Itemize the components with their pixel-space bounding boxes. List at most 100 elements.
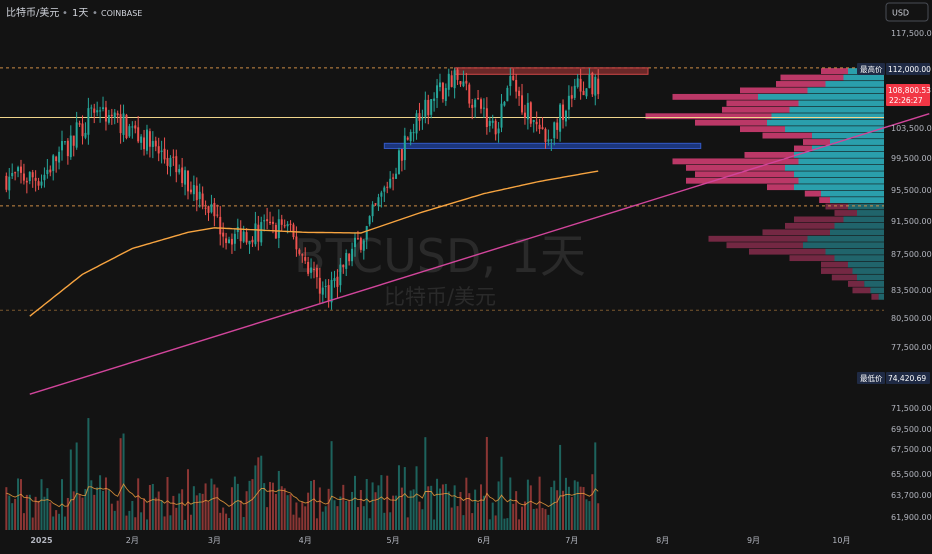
- volume-bar: [28, 494, 31, 530]
- volume-bar: [134, 517, 137, 530]
- time-tick-label[interactable]: 9月: [747, 536, 760, 545]
- candle-body: [506, 87, 509, 102]
- volume-profile-up-bar: [834, 255, 884, 262]
- volume-bar: [8, 495, 11, 530]
- volume-bar: [248, 480, 251, 530]
- volume-bar: [515, 491, 518, 530]
- candle-body: [365, 226, 368, 240]
- volume-bar: [477, 502, 480, 530]
- time-tick-label[interactable]: 2025: [30, 536, 53, 545]
- price-tick-label[interactable]: 87,500.00: [891, 250, 932, 259]
- volume-bar: [392, 495, 395, 530]
- volume-profile-down-bar: [695, 171, 794, 178]
- volume-bar: [324, 506, 327, 530]
- price-levels: [0, 67, 884, 311]
- candle-body: [251, 239, 254, 243]
- volume-bar: [427, 486, 430, 530]
- time-tick-label[interactable]: 6月: [477, 536, 490, 545]
- volume-bar: [333, 500, 336, 530]
- candle-body: [497, 128, 500, 134]
- last-price-value: 108,800.53: [888, 86, 931, 95]
- moving-average-line[interactable]: [29, 170, 599, 317]
- overlay-lines[interactable]: [6, 112, 930, 508]
- candle-body: [368, 216, 371, 225]
- price-tick-label[interactable]: 65,500.00: [891, 470, 932, 479]
- candle-body: [339, 264, 342, 286]
- candle-body: [509, 76, 512, 87]
- resistance-zone[interactable]: [454, 67, 649, 75]
- volume-profile-up-bar: [843, 216, 884, 223]
- price-tick-label[interactable]: 61,900.00: [891, 513, 932, 522]
- price-tick-label[interactable]: 99,500.00: [891, 154, 932, 163]
- candle-body: [242, 231, 245, 242]
- volume-profile-up-bar: [843, 74, 884, 81]
- price-tick-label[interactable]: 80,500.00: [891, 314, 932, 323]
- currency-button[interactable]: USD: [885, 2, 929, 22]
- candle-body: [113, 112, 116, 118]
- time-tick-label[interactable]: 8月: [656, 536, 669, 545]
- candle-body: [433, 98, 436, 101]
- volume-bar: [181, 489, 184, 530]
- time-tick-label[interactable]: 7月: [565, 536, 578, 545]
- volume-profile-up-bar: [870, 287, 884, 294]
- price-tick-label[interactable]: 67,500.00: [891, 445, 932, 454]
- volume-bar: [582, 487, 585, 530]
- volume-bar: [480, 484, 482, 530]
- candle-body: [444, 88, 447, 102]
- trendline[interactable]: [29, 112, 930, 395]
- price-tick-label[interactable]: 71,500.00: [891, 404, 932, 413]
- price-tick-label[interactable]: 63,700.00: [891, 491, 932, 500]
- volume-bar: [573, 480, 576, 530]
- candle-body: [119, 114, 122, 134]
- candle-body: [427, 99, 430, 116]
- support-zone[interactable]: [383, 142, 702, 149]
- candle-body: [5, 175, 8, 190]
- volume-profile-down-bar: [819, 197, 830, 203]
- time-tick-label[interactable]: 2月: [126, 536, 139, 545]
- candle-body: [556, 122, 559, 130]
- volume-bar: [84, 489, 87, 530]
- volume-bar: [280, 486, 283, 530]
- candle-body: [371, 204, 374, 217]
- volume-bar: [359, 490, 362, 530]
- volume-profile-down-bar: [722, 106, 790, 113]
- candle-body: [412, 132, 415, 134]
- price-tick-label[interactable]: 91,500.00: [891, 217, 932, 226]
- price-tick-label[interactable]: 69,500.00: [891, 425, 932, 434]
- candle-body: [166, 157, 169, 166]
- volume-bar: [251, 479, 254, 530]
- time-tick-label[interactable]: 3月: [208, 536, 221, 545]
- candle-body: [491, 120, 494, 123]
- volume-bar: [119, 438, 122, 530]
- candle-body: [145, 129, 148, 151]
- volume-bar: [154, 497, 157, 530]
- time-tick-label[interactable]: 4月: [299, 536, 312, 545]
- volume-bar: [389, 512, 392, 530]
- candle-body: [201, 193, 204, 207]
- candle-body: [163, 148, 166, 160]
- price-tick-label[interactable]: 83,500.00: [891, 286, 932, 295]
- volume-bar: [585, 499, 588, 530]
- time-tick-label[interactable]: 10月: [832, 536, 850, 545]
- volume-profile-up-bar: [825, 248, 884, 255]
- price-tick-label[interactable]: 117,500.00: [891, 29, 932, 38]
- candle-body: [474, 99, 477, 108]
- candle-body: [301, 254, 304, 256]
- candle-body: [389, 178, 392, 188]
- currency-button-label[interactable]: USD: [892, 9, 909, 18]
- time-tick-label[interactable]: 5月: [387, 536, 400, 545]
- candle-body: [544, 128, 547, 142]
- volume-bar: [559, 444, 562, 530]
- price-tick-label[interactable]: 95,500.00: [891, 186, 932, 195]
- currency-button-frame[interactable]: [885, 2, 929, 22]
- volume-profile-up-bar: [852, 268, 884, 274]
- volume-bar: [541, 507, 544, 530]
- volume-bar: [274, 494, 277, 530]
- price-tick-label[interactable]: 103,500.00: [891, 124, 932, 133]
- axes[interactable]: 117,500.00 103,500.00 99,500.00 95,500.00 91…: [30, 29, 932, 545]
- candle-body: [184, 170, 187, 185]
- volume-profile-up-bar: [848, 203, 884, 210]
- price-tick-label[interactable]: 77,500.00: [891, 343, 932, 352]
